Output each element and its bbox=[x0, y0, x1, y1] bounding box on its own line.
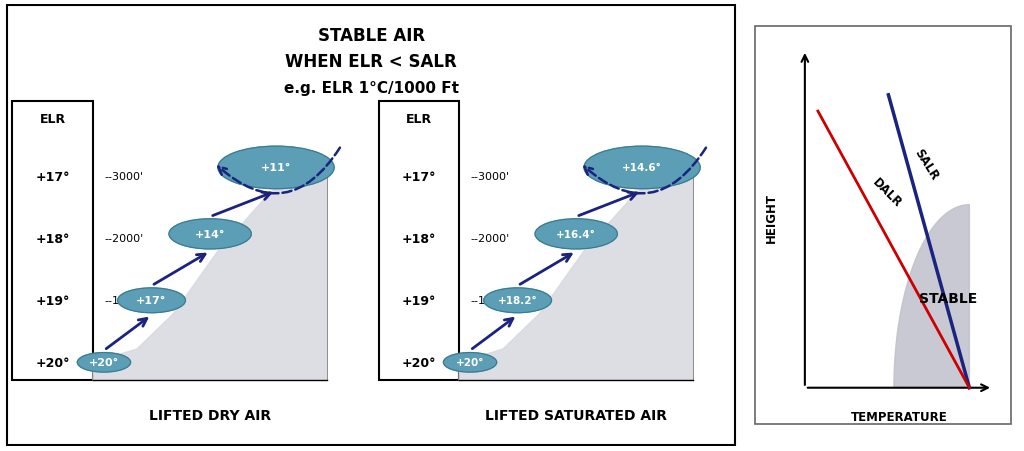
Text: LIFTED SATURATED AIR: LIFTED SATURATED AIR bbox=[485, 409, 668, 423]
Text: +14°: +14° bbox=[195, 230, 225, 239]
Text: HEIGHT: HEIGHT bbox=[765, 193, 777, 242]
Text: +20°: +20° bbox=[36, 356, 70, 369]
Text: LIFTED DRY AIR: LIFTED DRY AIR bbox=[150, 409, 271, 423]
Text: +18.2°: +18.2° bbox=[498, 296, 538, 306]
Bar bbox=[379, 102, 459, 380]
Text: +17°: +17° bbox=[401, 170, 436, 184]
Text: +11°: +11° bbox=[261, 163, 291, 173]
Bar bbox=[12, 102, 93, 380]
Text: --3000': --3000' bbox=[470, 172, 509, 182]
Text: TEMPERATURE: TEMPERATURE bbox=[851, 410, 947, 423]
Text: STABLE AIR: STABLE AIR bbox=[317, 27, 425, 45]
Text: +17°: +17° bbox=[136, 296, 167, 306]
Text: --1000': --1000' bbox=[104, 296, 143, 306]
Text: DALR: DALR bbox=[870, 176, 904, 210]
Ellipse shape bbox=[218, 147, 334, 189]
Text: WHEN ELR < SALR: WHEN ELR < SALR bbox=[286, 53, 457, 71]
Polygon shape bbox=[93, 159, 328, 380]
Text: STABLE: STABLE bbox=[920, 292, 978, 305]
Text: +20°: +20° bbox=[89, 358, 119, 368]
Text: +20°: +20° bbox=[456, 358, 484, 368]
Ellipse shape bbox=[169, 219, 251, 249]
Ellipse shape bbox=[118, 288, 185, 313]
Text: --3000': --3000' bbox=[104, 172, 143, 182]
Text: +17°: +17° bbox=[36, 170, 70, 184]
Text: SALR: SALR bbox=[912, 147, 941, 183]
Text: +19°: +19° bbox=[36, 294, 70, 307]
Text: --2000': --2000' bbox=[104, 234, 143, 244]
Text: +16.4°: +16.4° bbox=[556, 230, 596, 239]
Text: e.g. ELR 1°C/1000 Ft: e.g. ELR 1°C/1000 Ft bbox=[284, 81, 459, 96]
Polygon shape bbox=[459, 159, 693, 380]
Text: +18°: +18° bbox=[401, 232, 436, 245]
Ellipse shape bbox=[78, 353, 131, 372]
Ellipse shape bbox=[536, 219, 617, 249]
Text: ELR: ELR bbox=[406, 113, 432, 126]
Text: +19°: +19° bbox=[401, 294, 436, 307]
Text: +20°: +20° bbox=[401, 356, 436, 369]
Text: +18°: +18° bbox=[36, 232, 70, 245]
Text: --2000': --2000' bbox=[470, 234, 509, 244]
Text: --1000': --1000' bbox=[470, 296, 509, 306]
Ellipse shape bbox=[483, 288, 552, 313]
Ellipse shape bbox=[443, 353, 497, 372]
Text: ELR: ELR bbox=[40, 113, 66, 126]
Text: +14.6°: +14.6° bbox=[623, 163, 662, 173]
Polygon shape bbox=[894, 205, 970, 388]
Ellipse shape bbox=[584, 147, 700, 189]
